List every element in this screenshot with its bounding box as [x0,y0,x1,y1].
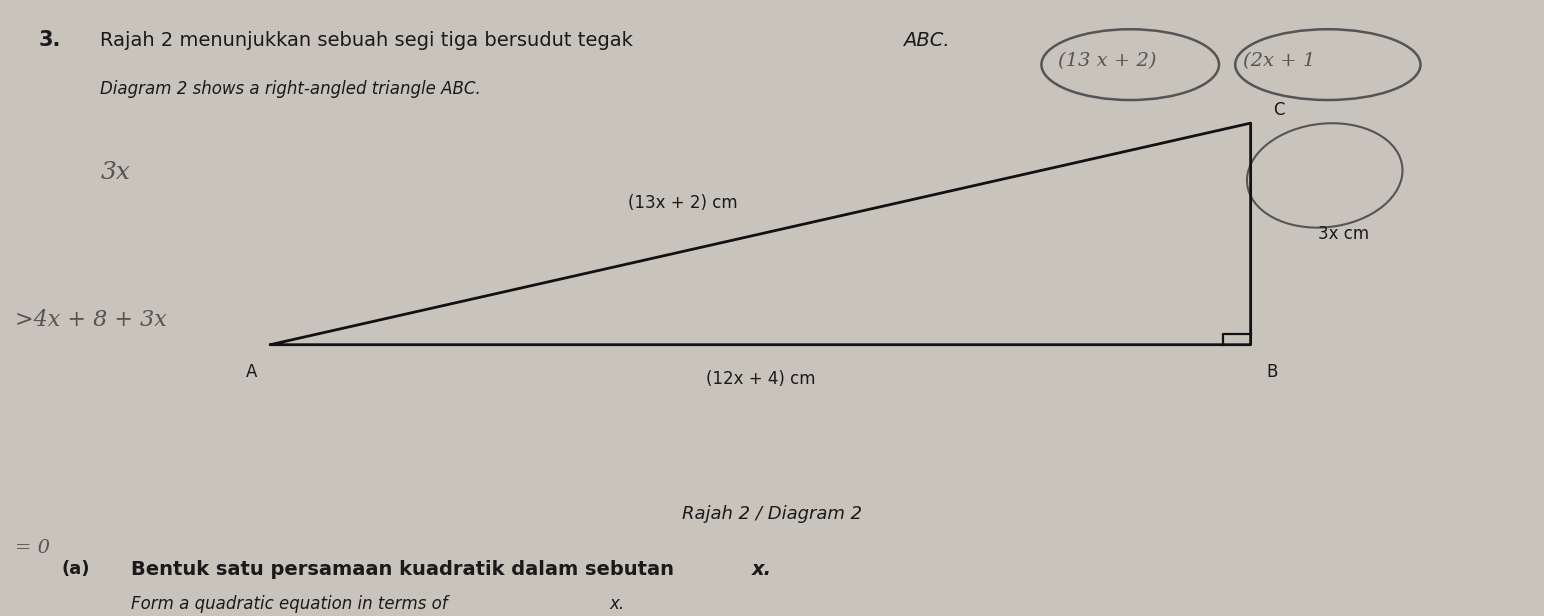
Text: B: B [1266,363,1278,381]
Text: C: C [1272,100,1285,118]
Text: 3x: 3x [100,161,130,184]
Text: ABC.: ABC. [903,31,950,49]
Text: A: A [245,363,258,381]
Text: 3.: 3. [39,30,60,50]
Text: = 0: = 0 [15,539,51,557]
Text: (2x + 1: (2x + 1 [1243,52,1315,71]
Text: (12x + 4) cm: (12x + 4) cm [706,370,815,387]
Text: Form a quadratic equation in terms of: Form a quadratic equation in terms of [131,596,452,614]
Text: Rajah 2 / Diagram 2: Rajah 2 / Diagram 2 [682,505,862,523]
Text: (a): (a) [62,561,90,578]
Text: >4x + 8 + 3x: >4x + 8 + 3x [15,309,167,331]
Text: 3x cm: 3x cm [1317,225,1370,243]
Text: Rajah 2 menunjukkan sebuah segi tiga bersudut tegak: Rajah 2 menunjukkan sebuah segi tiga ber… [100,31,639,49]
Text: Diagram 2 shows a right-angled triangle ABC.: Diagram 2 shows a right-angled triangle … [100,80,482,99]
Text: (13 x + 2): (13 x + 2) [1058,52,1156,71]
Text: (13x + 2) cm: (13x + 2) cm [628,194,738,212]
Text: x.: x. [752,560,772,579]
Text: x.: x. [610,596,625,614]
Text: Bentuk satu persamaan kuadratik dalam sebutan: Bentuk satu persamaan kuadratik dalam se… [131,560,681,579]
